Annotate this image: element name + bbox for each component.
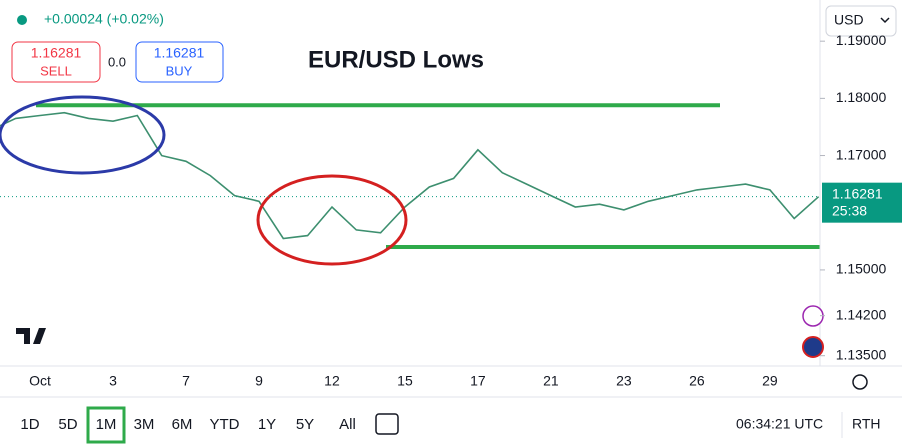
sell-price: 1.16281 [31, 45, 82, 61]
session: RTH [852, 416, 881, 432]
chart-title: EUR/USD Lows [308, 46, 484, 73]
x-tick-label: 26 [689, 373, 705, 389]
dropdown-arrow [880, 17, 890, 24]
logo [16, 328, 46, 344]
goto-date-icon[interactable] [375, 413, 399, 435]
settings-icon[interactable] [852, 374, 868, 390]
x-tick-label: 21 [543, 373, 559, 389]
currency: USD [834, 12, 864, 28]
x-tick-label: 3 [109, 373, 117, 389]
y-tick-label: 1.15000 [836, 261, 887, 277]
range-button[interactable]: All [339, 416, 356, 433]
x-tick-label: 9 [255, 373, 263, 389]
buy-label: BUY [166, 63, 193, 78]
range-button[interactable]: 1D [20, 416, 39, 433]
buy-button[interactable] [135, 41, 224, 83]
currency-select[interactable] [825, 5, 897, 37]
range-button[interactable]: 5Y [296, 416, 314, 433]
price-tag-countdown: 25:38 [832, 202, 867, 218]
x-tick-label: 12 [324, 373, 340, 389]
buy-price: 1.16281 [154, 45, 205, 61]
x-tick-label: 29 [762, 373, 778, 389]
range-button[interactable]: 1M [96, 416, 117, 433]
clock: 06:34:21 UTC [736, 416, 823, 432]
y-tick-label: 1.13500 [836, 346, 887, 362]
price-line [0, 111, 820, 240]
range-button[interactable]: 1Y [258, 416, 276, 433]
x-tick-label: 7 [182, 373, 190, 389]
sell-button[interactable] [11, 41, 101, 83]
price-tag [822, 182, 902, 223]
sell-label: SELL [40, 63, 72, 78]
change: +0.00024 (+0.02%) [44, 11, 164, 27]
range-button[interactable]: 6M [172, 416, 193, 433]
y-tick-label: 1.19000 [836, 32, 887, 48]
plot-area [0, 103, 820, 250]
indicator-icon[interactable] [802, 336, 824, 358]
y-tick-label: 1.14200 [836, 306, 887, 322]
highlight-circle [0, 95, 166, 175]
range-button[interactable]: 3M [134, 416, 155, 433]
x-tick-label: Oct [29, 373, 51, 389]
price-tag-value: 1.16281 [832, 185, 883, 201]
highlight-circle [256, 174, 408, 266]
x-tick-label: 17 [470, 373, 486, 389]
x-tick-label: 23 [616, 373, 632, 389]
status-dot [17, 15, 27, 25]
range-button[interactable]: YTD [210, 416, 240, 433]
x-tick-label: 15 [397, 373, 413, 389]
range-button[interactable]: 5D [58, 416, 77, 433]
spread: 0.0 [108, 54, 126, 69]
y-tick-label: 1.18000 [836, 89, 887, 105]
active-range [86, 406, 126, 444]
y-tick-label: 1.17000 [836, 146, 887, 162]
